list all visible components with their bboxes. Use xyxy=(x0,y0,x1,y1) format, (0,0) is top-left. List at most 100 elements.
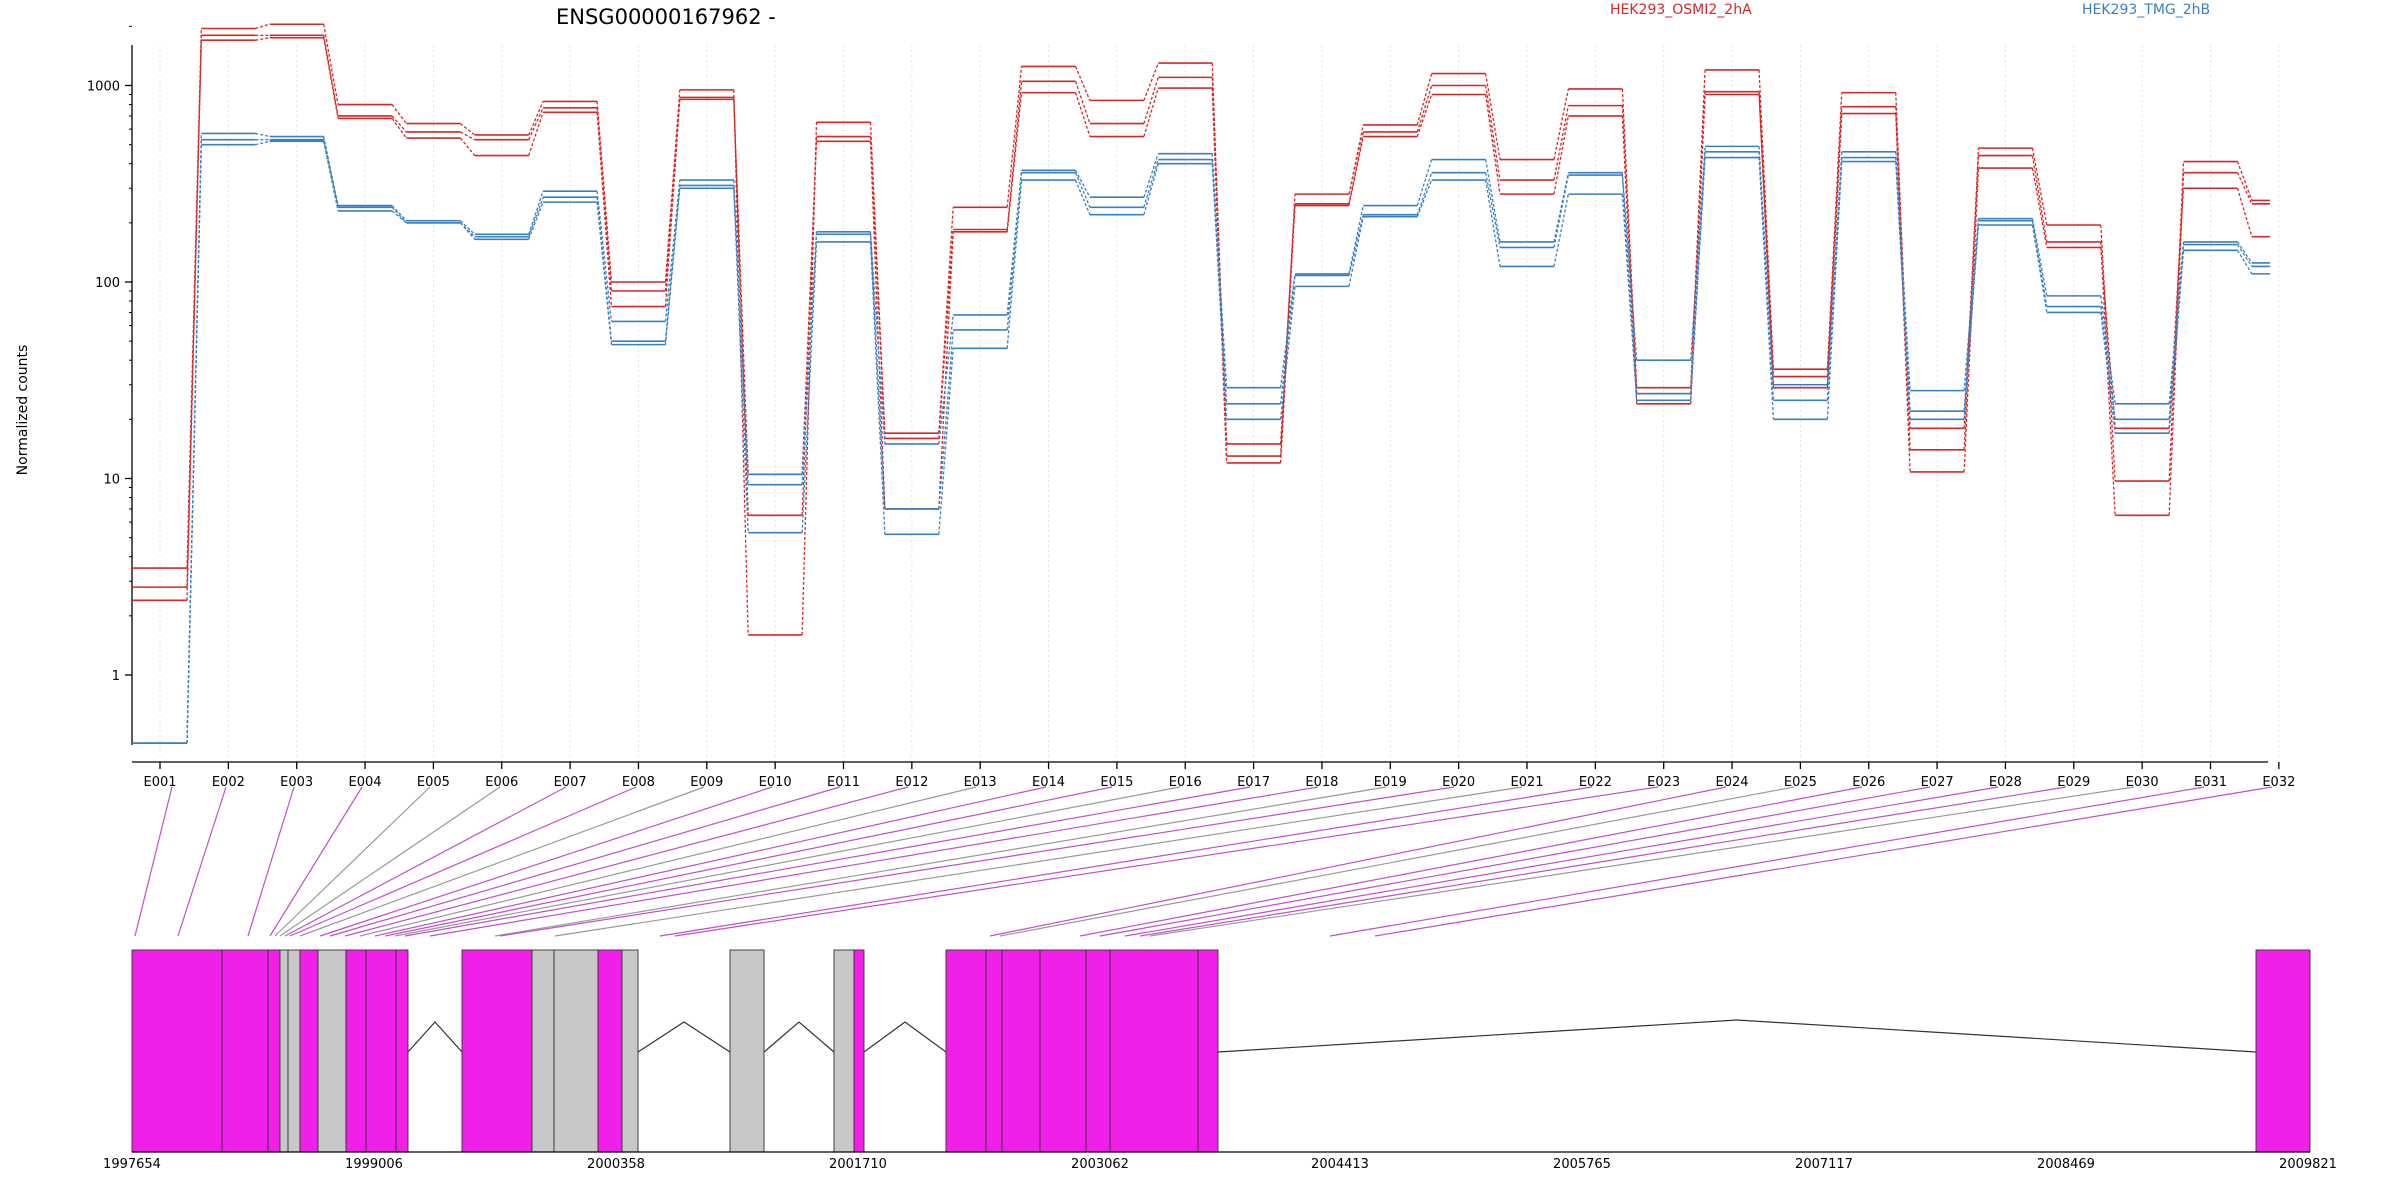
coordinate-label: 1997654 xyxy=(103,1157,161,1172)
coordinate-label: 2004413 xyxy=(1311,1157,1369,1172)
data-connector xyxy=(323,35,339,117)
exon-connector-line xyxy=(429,786,1319,937)
data-connector xyxy=(1758,157,1775,420)
data-connector xyxy=(596,112,613,307)
untested-block xyxy=(553,949,599,1153)
x-tick-label: E006 xyxy=(485,775,518,790)
data-connector xyxy=(459,123,476,136)
data-connector xyxy=(186,40,202,601)
data-connector xyxy=(938,314,954,444)
x-tick-label: E007 xyxy=(554,775,587,790)
data-connector xyxy=(1485,73,1501,160)
data-connector xyxy=(664,99,681,307)
data-connector xyxy=(1485,94,1501,195)
x-tick-label: E023 xyxy=(1647,775,1680,790)
y-tick-label: 1 xyxy=(112,669,120,684)
data-connector xyxy=(733,89,749,635)
x-tick-label: E013 xyxy=(964,775,997,790)
exon-connector-line xyxy=(177,786,227,937)
data-connector xyxy=(2168,241,2185,404)
data-connector xyxy=(801,136,818,516)
exon-block xyxy=(1109,949,1199,1153)
x-tick-label: E029 xyxy=(2057,775,2090,790)
data-connector xyxy=(1143,153,1159,198)
data-connector xyxy=(528,201,544,240)
data-connector xyxy=(2168,244,2185,420)
x-tick-label: E010 xyxy=(759,775,792,790)
data-connector xyxy=(323,139,339,208)
y-tick-label: 100 xyxy=(95,276,120,291)
data-connector xyxy=(1963,218,1980,391)
grid-lines xyxy=(159,45,2280,762)
exon-block xyxy=(395,949,409,1153)
data-connector xyxy=(1143,163,1159,215)
data-connector xyxy=(1621,172,1638,361)
data-connector xyxy=(528,112,544,156)
coordinate-label: 2009821 xyxy=(2279,1157,2337,1172)
coordinate-label: 2001710 xyxy=(829,1157,887,1172)
x-tick-label: E031 xyxy=(2194,775,2227,790)
exon-block xyxy=(345,949,367,1153)
x-tick-label: E002 xyxy=(212,775,245,790)
exon-connector-line xyxy=(499,786,1455,937)
x-tick-label: E019 xyxy=(1374,775,1407,790)
exon-block xyxy=(131,949,223,1153)
x-tick-label: E014 xyxy=(1032,775,1065,790)
data-connector xyxy=(1895,92,1911,450)
data-connector xyxy=(2236,161,2253,201)
x-tick-label: E030 xyxy=(2126,775,2159,790)
untested-block xyxy=(287,949,301,1153)
data-connector xyxy=(459,137,476,156)
data-connector xyxy=(1279,275,1296,404)
data-connector xyxy=(391,205,407,222)
x-tick-label: E012 xyxy=(895,775,928,790)
x-tick-label: E024 xyxy=(1716,775,1749,790)
exon-connector-line xyxy=(1124,786,1999,937)
data-connector xyxy=(528,107,544,140)
x-tick-label: E018 xyxy=(1305,775,1338,790)
data-connector xyxy=(1690,69,1706,388)
data-connector xyxy=(664,188,681,345)
exon-connector-line xyxy=(329,786,841,937)
legend-item-osmi2: HEK293_OSMI2_2hA xyxy=(1610,2,1752,18)
x-tick-label: E004 xyxy=(349,775,382,790)
exon-block xyxy=(597,949,623,1153)
x-tick-label: E027 xyxy=(1921,775,1954,790)
exon-block xyxy=(461,949,533,1153)
data-connector xyxy=(1826,92,1843,370)
exon-block xyxy=(1001,949,1041,1153)
y-axis-label: Normalized counts xyxy=(15,345,31,476)
data-connector xyxy=(1758,91,1775,377)
exon-connector-line xyxy=(554,786,1523,937)
coordinate-label: 1999006 xyxy=(345,1157,403,1172)
data-connector xyxy=(1553,194,1569,267)
series-lines xyxy=(132,23,2270,744)
data-connector xyxy=(528,197,544,237)
exon-connector-line xyxy=(1139,786,2067,937)
data-connector xyxy=(869,141,886,509)
exon-block xyxy=(2255,949,2311,1153)
untested-block xyxy=(317,949,347,1153)
exon-connector-line xyxy=(344,786,909,937)
data-connector xyxy=(1553,88,1569,160)
exon-connector-line xyxy=(384,786,1113,937)
data-connector xyxy=(596,202,613,345)
data-connector xyxy=(1485,159,1501,243)
intron-line xyxy=(637,1021,731,1053)
data-connector xyxy=(1348,214,1364,276)
exon-connector-line xyxy=(659,786,1593,937)
data-connector xyxy=(1416,159,1433,206)
x-tick-label: E009 xyxy=(690,775,723,790)
exon-connector-line xyxy=(319,786,773,937)
data-connector xyxy=(391,210,407,224)
data-connector xyxy=(1963,224,1980,420)
data-connector xyxy=(2031,220,2048,307)
coordinate-label: 2003062 xyxy=(1071,1157,1129,1172)
x-tick-label: E016 xyxy=(1169,775,1202,790)
exon-connector-line xyxy=(1374,786,2273,937)
data-connector xyxy=(869,234,886,509)
data-connector xyxy=(1279,273,1296,388)
data-connector xyxy=(2100,241,2116,516)
data-connector xyxy=(2100,312,2116,434)
data-connector xyxy=(1074,170,1091,198)
